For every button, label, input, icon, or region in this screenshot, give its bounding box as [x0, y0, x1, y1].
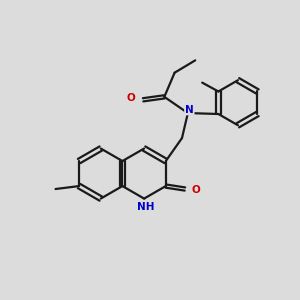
Text: NH: NH: [137, 202, 154, 212]
Text: O: O: [127, 93, 136, 103]
Text: N: N: [185, 104, 194, 115]
Text: O: O: [192, 185, 200, 196]
